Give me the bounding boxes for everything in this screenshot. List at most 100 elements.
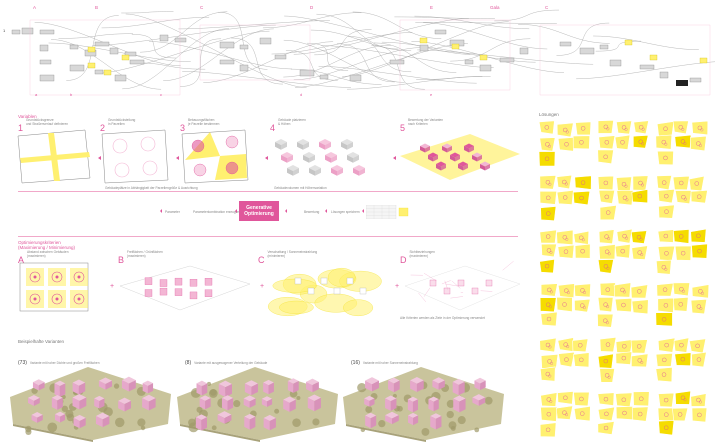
gh-component [609, 59, 622, 67]
step-label: Gebäude platzieren & Höhen [278, 118, 306, 126]
optimization-line1: Generative [246, 205, 272, 211]
gh-component [129, 59, 145, 65]
example-desc: Variante mit hoher Sonneneinstrahlung [362, 361, 418, 365]
step1-illustration [17, 129, 91, 184]
gh-label: C [200, 5, 204, 10]
example-2: (8) Variante mit ausgewogener Verteilung … [185, 351, 267, 369]
gh-component [219, 41, 235, 49]
step-number: 5 [400, 123, 406, 133]
gh-component [239, 44, 249, 50]
solution-cell [657, 390, 708, 436]
plus-icon: + [395, 283, 399, 290]
separator-middle [18, 236, 518, 237]
gh-component [599, 44, 609, 50]
criterion-c: CVerschattung / Sonneneinstrahlung (mini… [258, 250, 317, 268]
criterion-label: Abstand zwischen Gebäuden (maximieren) [27, 250, 69, 258]
criteria-title: Optimierungskriterien [18, 240, 61, 245]
solution-cell [597, 175, 649, 221]
plus-icon: + [260, 283, 264, 290]
opt-right-label2: Lösungen speichern [331, 210, 360, 214]
gh-label: D [310, 5, 314, 10]
step2-illustration [101, 129, 169, 184]
step-5: 5Bewertung der Varianten nach Kriterien [400, 118, 443, 136]
grasshopper-graph: A B C D E Gala Ca b c d e 1 [3, 5, 715, 97]
solution-cell [656, 228, 708, 275]
solution-cell [656, 175, 708, 219]
optimization-line2: Optimierung [244, 211, 274, 217]
gh-component [39, 44, 49, 52]
criterion-label: Sichtbeziehungen (maximieren) [409, 250, 435, 258]
criteria-illustrations: + + + [19, 260, 521, 316]
step-label: Grundstücksgrenze und Straßenverlauf def… [26, 118, 69, 126]
step-label: Bewertung der Varianten nach Kriterien [408, 118, 444, 126]
criterion-letter: A [18, 255, 25, 265]
gh-component [114, 74, 127, 82]
criteria-subtitle: (Maximierung / Minimierung) [18, 245, 76, 250]
gh-component [39, 29, 55, 35]
example-number: (73) [18, 360, 27, 366]
gh-component [94, 41, 110, 47]
solutions-title: Lösungen [539, 112, 559, 117]
step-3: 3Bebauungsflächen je Parzelle bestimmen [180, 118, 219, 136]
gh-component [579, 47, 595, 55]
solution-cell [655, 282, 710, 327]
step-number: 2 [100, 123, 106, 133]
gh-component [69, 64, 85, 72]
solutions-grid [538, 119, 710, 438]
criterion-d: DSichtbeziehungen (maximieren) [400, 250, 435, 268]
opt-left-label2: Parameterkombination erzeugen [193, 210, 240, 214]
examples-title: Beispielhafte Varianten [18, 339, 64, 344]
solution-cell [597, 337, 649, 383]
example-desc: Variante mit ausgewogener Verteilung der… [194, 361, 268, 365]
gh-component [639, 64, 655, 70]
step-number: 3 [180, 123, 186, 133]
optimization-arrows [160, 209, 364, 213]
gh-bottom-label: c [160, 92, 162, 97]
gh-left-num: 1 [3, 28, 6, 33]
gh-component [174, 37, 187, 43]
gh-bottom-label: d [300, 92, 302, 97]
criterion-d-illustration [404, 260, 521, 311]
solution-cell [539, 337, 590, 382]
gh-wires [34, 9, 715, 90]
gh-panel [649, 54, 658, 61]
step-arrow [98, 156, 101, 160]
gh-group [29, 19, 181, 96]
gh-group [399, 19, 511, 91]
criterion-label: Freiflächen / Grünflächen (maximieren) [127, 250, 163, 258]
example-1: (73) Variante mit hoher Dichte und großen… [18, 351, 99, 369]
example-desc: Variante mit hoher Dichte und großen Fre… [29, 361, 100, 365]
gh-component [479, 64, 492, 72]
gh-panel [624, 39, 633, 46]
gh-component [689, 77, 702, 83]
criterion-b-illustration [119, 265, 251, 311]
solution-cell [539, 174, 592, 222]
step3-illustration [181, 129, 249, 184]
plus-icon: + [110, 283, 114, 290]
criteria-note: Alle Kriterien werden als Ziele in der O… [400, 316, 485, 320]
gh-component [259, 37, 272, 45]
example-number: (8) [185, 360, 192, 366]
step-note-right: Gebäudevolumen mit Höhenvariation [274, 186, 327, 190]
gh-component [659, 71, 669, 79]
gh-component [11, 29, 21, 35]
solution-cell [655, 337, 707, 383]
solution-cell [597, 391, 650, 435]
separator-top [18, 191, 518, 192]
gh-component [21, 27, 34, 35]
step-arrow [176, 156, 179, 160]
gh-component [69, 44, 79, 50]
gh-component [349, 74, 362, 82]
solution-cell [597, 119, 649, 165]
gh-component [39, 59, 52, 65]
steps-illustrations [17, 129, 520, 184]
gh-group [199, 24, 311, 81]
gh-panel [419, 37, 428, 44]
example-render [10, 367, 171, 442]
gh-component [434, 29, 447, 35]
gh-panel [121, 54, 130, 61]
gh-component [109, 47, 119, 55]
example-render [177, 367, 338, 442]
optimization-box: Generative Optimierung [239, 201, 279, 221]
criterion-a: AAbstand zwischen Gebäuden (maximieren) [18, 250, 68, 268]
